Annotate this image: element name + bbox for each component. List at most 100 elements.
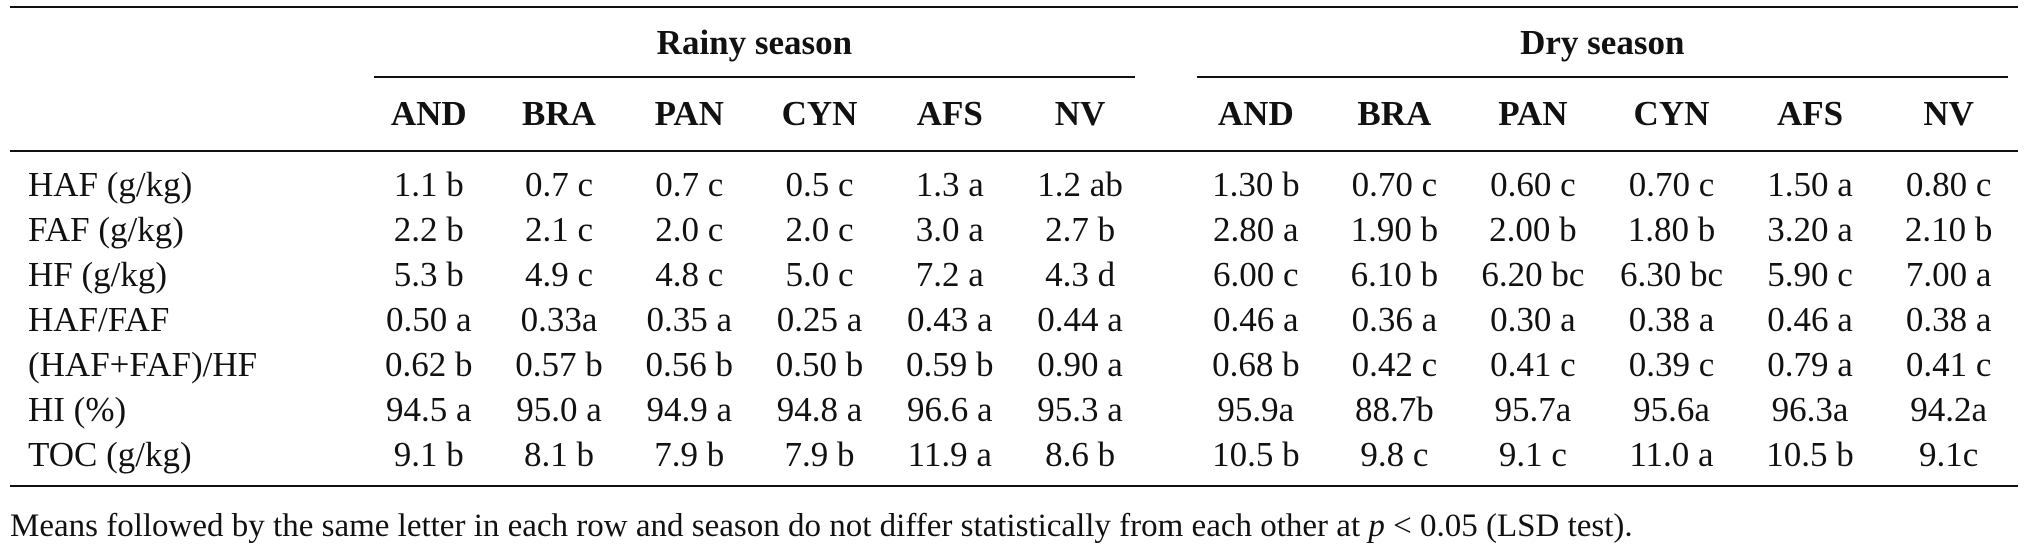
rainy-value-cell: 8.6 b: [1014, 432, 1146, 487]
dry-value-cell: 0.38 a: [1628, 299, 1715, 339]
row-gap-cell: [1145, 297, 1186, 342]
dry-value-cell: 1.30 b: [1212, 164, 1300, 204]
rainy-value-cell: 0.59 b: [906, 344, 994, 384]
rainy-value-cell: 0.7 c: [655, 164, 724, 204]
empty-label-header: [10, 78, 364, 152]
dry-value-cell: 0.46 a: [1213, 299, 1299, 339]
dry-value-cell: 0.42 c: [1351, 344, 1438, 384]
rainy-value-cell: 0.43 a: [907, 299, 993, 339]
dry-value-cell: 7.00 a: [1905, 254, 1992, 294]
rainy-value-cell: 5.3 b: [393, 254, 464, 294]
rainy-value-cell: 0.50 b: [775, 344, 864, 384]
rainy-season-header: Rainy season: [363, 6, 1146, 79]
rainy-value-cell: 0.35 a: [646, 299, 733, 339]
table-row: (HAF+FAF)/HF 0.62 b 0.57 b 0.56 b 0.50 b 0.59…: [10, 342, 2018, 387]
dry-value-cell: 88.7b: [1354, 389, 1434, 429]
rainy-value-cell: 1.1 b: [393, 164, 464, 204]
rainy-value-cell: 94.8 a: [776, 389, 863, 429]
dry-value-cell: 9.1 c: [1463, 432, 1603, 487]
rainy-value-cell: 8.1 b: [493, 432, 625, 487]
season-gap-cell: [1145, 6, 1187, 78]
rainy-value-cell: 2.2 b: [393, 209, 464, 249]
row-label: (HAF+FAF)/HF: [28, 344, 258, 384]
rainy-value-cell: 0.5 c: [785, 164, 854, 204]
row-label: HI (%): [28, 389, 127, 429]
dry-value-cell: 0.60 c: [1490, 164, 1576, 204]
data-table: Rainy season Dry season AND BRA PAN CYN AFS N…: [10, 6, 2018, 487]
dry-value-cell: 0.41 c: [1490, 344, 1576, 384]
column-gap-cell: [1145, 78, 1187, 152]
rainy-value-cell: 0.25 a: [776, 299, 863, 339]
dry-value-cell: 6.30 bc: [1619, 254, 1723, 294]
rainy-value-cell: 3.0 a: [915, 209, 984, 249]
rainy-col-header-afs: AFS: [884, 78, 1015, 152]
dry-value-cell: 94.2a: [1910, 389, 1988, 429]
rainy-value-cell: 2.0 c: [785, 209, 854, 249]
dry-season-header: Dry season: [1186, 6, 2018, 79]
rainy-value-cell: 0.7 c: [524, 164, 594, 204]
table-row: HI (%) 94.5 a 95.0 a 94.9 a 94.8 a 96.6 a 95.3…: [10, 387, 2018, 432]
rainy-value-cell: 0.50 a: [385, 299, 472, 339]
row-gap-cell: [1145, 207, 1186, 252]
dry-value-cell: 9.1c: [1879, 432, 2018, 487]
dry-value-cell: 3.20 a: [1767, 209, 1853, 249]
rainy-value-cell: 0.62 b: [384, 344, 473, 384]
dry-value-cell: 6.10 b: [1350, 254, 1439, 294]
rainy-value-cell: 11.9 a: [884, 432, 1015, 487]
dry-value-cell: 0.41 c: [1905, 344, 1992, 384]
dry-col-header-bra: BRA: [1325, 78, 1464, 152]
rainy-value-cell: 2.1 c: [524, 209, 594, 249]
dry-value-cell: 95.6a: [1633, 389, 1710, 429]
dry-value-cell: 0.36 a: [1351, 299, 1438, 339]
rainy-col-header-nv: NV: [1014, 78, 1146, 152]
row-gap-cell: [1145, 432, 1187, 487]
rainy-value-cell: 4.8 c: [655, 254, 724, 294]
row-label: FAF (g/kg): [28, 209, 184, 249]
rainy-value-cell: 2.0 c: [655, 209, 724, 249]
dry-col-header-and: AND: [1186, 78, 1326, 152]
row-gap-cell: [1145, 342, 1186, 387]
dry-value-cell: 9.8 c: [1325, 432, 1464, 487]
rainy-value-cell: 95.0 a: [516, 389, 602, 429]
rainy-value-cell: 0.56 b: [645, 344, 734, 384]
empty-corner-cell: [10, 6, 364, 78]
rainy-col-header-bra: BRA: [493, 78, 625, 152]
rainy-value-cell: 0.44 a: [1037, 299, 1123, 339]
row-label: HAF (g/kg): [28, 164, 193, 204]
row-label: HAF/FAF: [28, 299, 170, 339]
column-header-row: AND BRA PAN CYN AFS NV AND BRA PAN CYN AFS NV: [10, 78, 2018, 152]
row-gap-cell: [1145, 387, 1186, 432]
dry-value-cell: 2.80 a: [1213, 209, 1299, 249]
rainy-value-cell: 1.3 a: [915, 164, 984, 204]
rainy-value-cell: 7.2 a: [915, 254, 984, 294]
rainy-value-cell: 5.0 c: [785, 254, 854, 294]
dry-value-cell: 0.80 c: [1905, 164, 1992, 204]
dry-value-cell: 6.00 c: [1213, 254, 1299, 294]
dry-value-cell: 0.30 a: [1490, 299, 1576, 339]
dry-value-cell: 0.39 c: [1628, 344, 1715, 384]
dry-value-cell: 0.38 a: [1905, 299, 1992, 339]
table-row: HF (g/kg) 5.3 b 4.9 c 4.8 c 5.0 c 7.2 a 4.3 d 6…: [10, 252, 2018, 297]
dry-value-cell: 0.70 c: [1628, 164, 1715, 204]
footnote-p-symbol: p: [1368, 508, 1385, 544]
dry-value-cell: 0.79 a: [1767, 344, 1853, 384]
row-gap-cell: [1145, 151, 1186, 207]
rainy-value-cell: 0.33a: [520, 299, 598, 339]
table-row: TOC (g/kg) 9.1 b 8.1 b 7.9 b 7.9 b 11.9 a 8.6 …: [10, 432, 2018, 487]
footnote-text-end: < 0.05 (LSD test).: [1384, 508, 1633, 544]
dry-value-cell: 0.70 c: [1351, 164, 1438, 204]
dry-value-cell: 95.9a: [1217, 389, 1295, 429]
row-label: TOC (g/kg): [10, 432, 364, 487]
table-body: HAF (g/kg) 1.1 b 0.7 c 0.7 c 0.5 c 1.3 a 1.2 a…: [10, 151, 2018, 487]
dry-value-cell: 0.68 b: [1212, 344, 1300, 384]
rainy-col-header-pan: PAN: [624, 78, 755, 152]
dry-col-header-cyn: CYN: [1602, 78, 1741, 152]
rainy-value-cell: 1.2 ab: [1037, 164, 1123, 204]
rainy-value-cell: 94.9 a: [646, 389, 733, 429]
row-gap-cell: [1145, 252, 1186, 297]
table-footnote: Means followed by the same letter in eac…: [10, 508, 1633, 545]
dry-value-cell: 0.46 a: [1767, 299, 1853, 339]
data-table-container: Rainy season Dry season AND BRA PAN CYN AFS N…: [10, 6, 2018, 487]
rainy-col-header-cyn: CYN: [754, 78, 885, 152]
rainy-value-cell: 7.9 b: [624, 432, 755, 487]
